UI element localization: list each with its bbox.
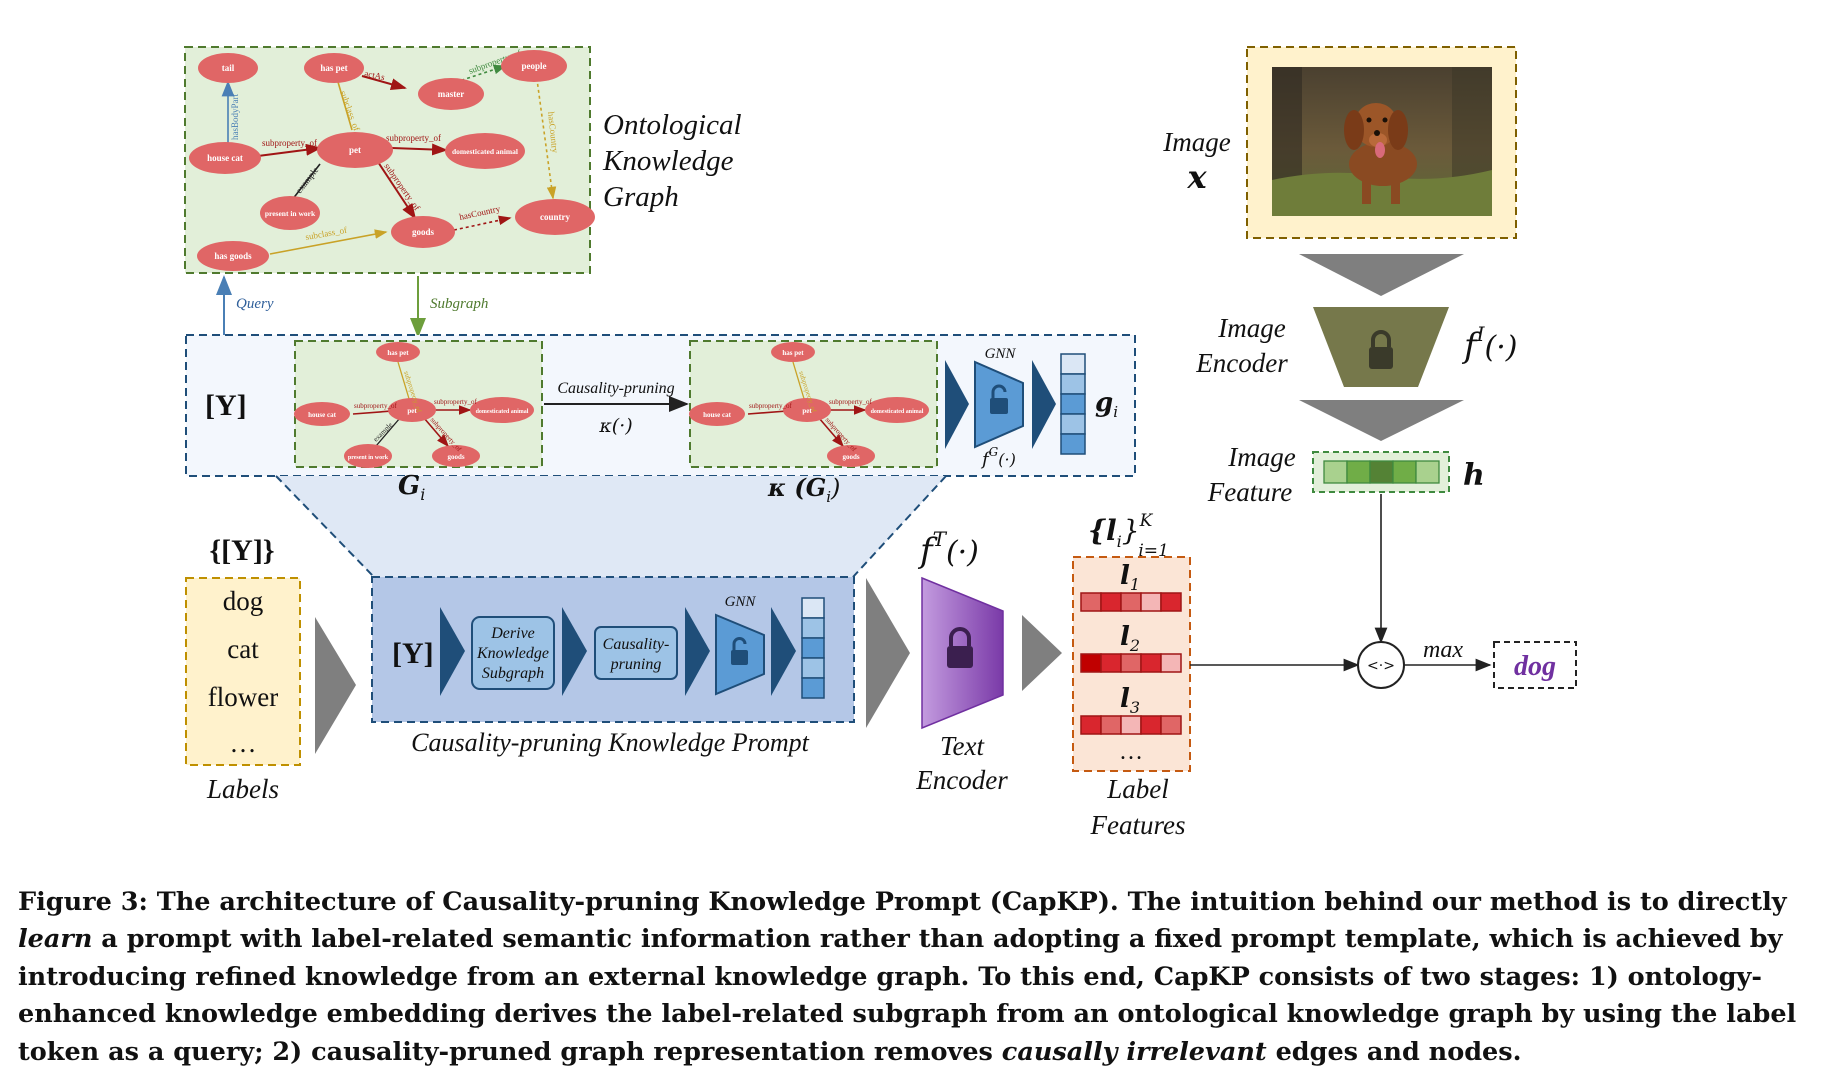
query-token: [Y] <box>205 389 247 422</box>
node-label: has pet <box>320 63 347 73</box>
ontology-graph: hasBodyPart subproperty_of actAs subprop… <box>185 47 595 273</box>
prompt-vector <box>802 598 824 698</box>
edge-label: subproperty_of <box>262 138 317 148</box>
subgraph-gi: has pet house cat pet domesticated anima… <box>294 341 542 468</box>
label-features-caption: Label <box>1106 774 1169 804</box>
pruning-line: Causality- <box>603 636 670 653</box>
label-item: flower <box>208 682 278 712</box>
ontology-title: Ontological <box>603 109 742 141</box>
text-encoder-fn: fT(·) <box>917 527 979 571</box>
ontology-title: Knowledge <box>602 145 734 177</box>
kappa-label: κ(·) <box>598 415 632 437</box>
node-label: has goods <box>214 251 252 261</box>
dog-photo <box>1272 67 1492 216</box>
image-encoder-fn: fI(·) <box>1461 322 1517 366</box>
pruned-subgraph: has pet house cat pet domesticated anima… <box>689 341 937 467</box>
figure-caption: Figure 3: The architecture of Causality-… <box>18 884 1818 1071</box>
caption-prefix: Figure 3: The architecture of Causality-… <box>18 887 1787 917</box>
image-feature-vector <box>1324 461 1439 483</box>
query-label: Query <box>236 296 274 312</box>
image-symbol: x <box>1186 158 1207 196</box>
max-label: max <box>1423 637 1463 663</box>
caption-emphasis: causally irrelevant <box>1002 1037 1267 1067</box>
label-item: cat <box>227 634 259 664</box>
feature-row-2 <box>1081 654 1181 672</box>
feature-row-1 <box>1081 593 1181 611</box>
grey-down-arrow <box>1299 400 1464 441</box>
edge-label: subproperty_of <box>354 402 397 410</box>
node-label: house cat <box>703 411 731 419</box>
node-label: tail <box>222 63 235 73</box>
labels-caption: Labels <box>206 774 279 804</box>
subgraph-label: Subgraph <box>430 296 488 312</box>
edge-label: hasBodyPart <box>230 94 240 140</box>
node-label: goods <box>447 453 464 461</box>
pruning-line: pruning <box>610 656 662 673</box>
derive-line: Subgraph <box>482 665 544 682</box>
node-label: master <box>438 89 465 99</box>
edge-label: subproperty_of <box>434 398 477 406</box>
node-label: has pet <box>782 349 804 357</box>
prompt-gnn-label: GNN <box>725 594 757 610</box>
grey-arrow <box>1022 615 1062 691</box>
feature-symbol: h <box>1463 458 1485 493</box>
grey-arrow <box>866 578 910 728</box>
label-features-caption: Features <box>1090 810 1186 840</box>
edge-label: subproperty_of <box>829 398 872 406</box>
node-label: has pet <box>387 349 409 357</box>
node-label: domesticated animal <box>476 409 529 415</box>
grey-arrow <box>315 617 356 754</box>
label-set: {[Y]} <box>209 534 274 567</box>
feature-row-3 <box>1081 716 1181 734</box>
node-label: present in work <box>348 455 389 461</box>
node-label: domesticated animal <box>452 147 518 156</box>
node-label: goods <box>842 453 859 461</box>
node-label: goods <box>412 227 435 237</box>
ontology-title: Graph <box>603 181 679 213</box>
node-label: house cat <box>308 411 336 419</box>
node-label: country <box>540 212 570 222</box>
prompt-caption: Causality-pruning Knowledge Prompt <box>411 728 809 757</box>
image-feature-label: Image <box>1227 442 1295 472</box>
gnn-label: GNN <box>985 346 1017 362</box>
pruning-label: Causality-pruning <box>557 380 674 397</box>
edge-label: subproperty_of <box>749 402 792 410</box>
node-label: pet <box>349 145 361 155</box>
feature-ellipsis: … <box>1119 739 1143 765</box>
image-encoder-label: Image <box>1217 313 1285 343</box>
edge-label: subproperty_of <box>386 133 441 143</box>
text-encoder-caption: Encoder <box>915 765 1008 795</box>
grey-down-arrow <box>1299 254 1464 296</box>
derive-line: Derive <box>490 625 535 642</box>
prompt-token: [Y] <box>392 637 434 670</box>
image-encoder-label: Encoder <box>1195 348 1288 378</box>
image-feature-label: Feature <box>1207 477 1292 507</box>
text-encoder-caption: Text <box>940 731 986 761</box>
node-label: people <box>521 61 546 71</box>
derive-line: Knowledge <box>476 645 549 662</box>
node-label: domesticated animal <box>871 409 924 415</box>
label-item: … <box>230 728 257 758</box>
caption-emphasis: learn <box>18 924 92 954</box>
similarity-symbol: <·> <box>1367 658 1395 674</box>
label-item: dog <box>223 586 264 616</box>
node-label: house cat <box>207 153 243 163</box>
caption-body: a prompt with label-related semantic inf… <box>18 924 1796 1067</box>
result-label: dog <box>1514 651 1556 682</box>
caption-suffix: edges and nodes. <box>1267 1037 1522 1067</box>
node-label: present in work <box>265 209 316 218</box>
image-label: Image <box>1162 127 1230 157</box>
